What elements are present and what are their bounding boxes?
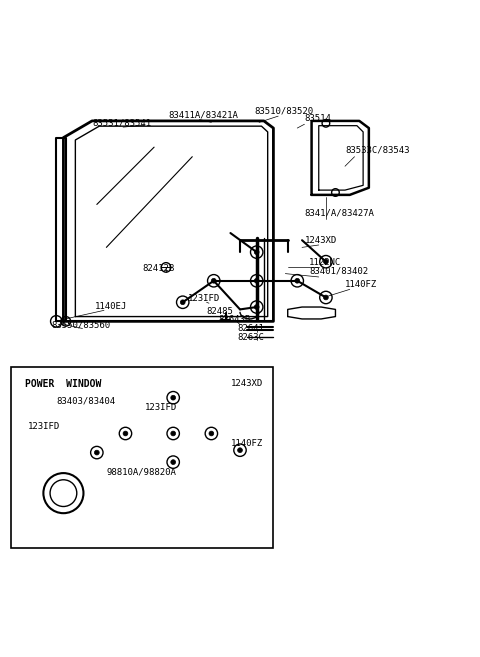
Text: 1140FZ: 1140FZ — [230, 440, 263, 449]
Circle shape — [254, 305, 259, 309]
Circle shape — [171, 396, 176, 400]
Circle shape — [238, 448, 242, 453]
Text: 83550/83560: 83550/83560 — [51, 320, 110, 329]
Text: 83411A/83421A: 83411A/83421A — [168, 110, 238, 119]
Text: 83531/83541: 83531/83541 — [92, 119, 151, 128]
Text: POWER  WINDOW: POWER WINDOW — [25, 378, 102, 388]
Text: 83514: 83514 — [304, 114, 331, 123]
Text: 1122NC: 1122NC — [309, 258, 341, 267]
Text: 8341/A/83427A: 8341/A/83427A — [304, 208, 374, 217]
Circle shape — [324, 260, 328, 264]
Text: 1140FZ: 1140FZ — [345, 280, 377, 289]
Text: 83533C/83543: 83533C/83543 — [345, 146, 409, 155]
Circle shape — [171, 431, 176, 436]
Circle shape — [254, 250, 259, 254]
Text: 82485: 82485 — [206, 307, 233, 316]
Circle shape — [324, 295, 328, 300]
Text: 82412B: 82412B — [142, 264, 174, 273]
Text: 1243XD: 1243XD — [304, 236, 336, 244]
Text: 83401/83402: 83401/83402 — [309, 267, 368, 276]
Text: 82643B: 82643B — [218, 315, 251, 325]
Text: 83403/83404: 83403/83404 — [56, 397, 115, 405]
Bar — [11, 367, 274, 548]
Circle shape — [171, 460, 176, 464]
Text: 82641: 82641 — [238, 324, 264, 333]
Text: 1140EJ: 1140EJ — [95, 302, 127, 311]
Circle shape — [254, 279, 259, 283]
Text: 98810A/98820A: 98810A/98820A — [107, 467, 176, 476]
Circle shape — [123, 431, 128, 436]
Circle shape — [180, 300, 185, 305]
Text: 123IFD: 123IFD — [144, 403, 177, 412]
Circle shape — [209, 431, 214, 436]
Text: 123IFD: 123IFD — [28, 422, 60, 431]
Circle shape — [295, 279, 300, 283]
Text: 8263C: 8263C — [238, 332, 264, 342]
Text: 1243XD: 1243XD — [230, 379, 263, 388]
Circle shape — [211, 279, 216, 283]
Text: 83510/83520: 83510/83520 — [254, 107, 313, 116]
Text: 123IFD: 123IFD — [188, 294, 220, 304]
Circle shape — [95, 450, 99, 455]
